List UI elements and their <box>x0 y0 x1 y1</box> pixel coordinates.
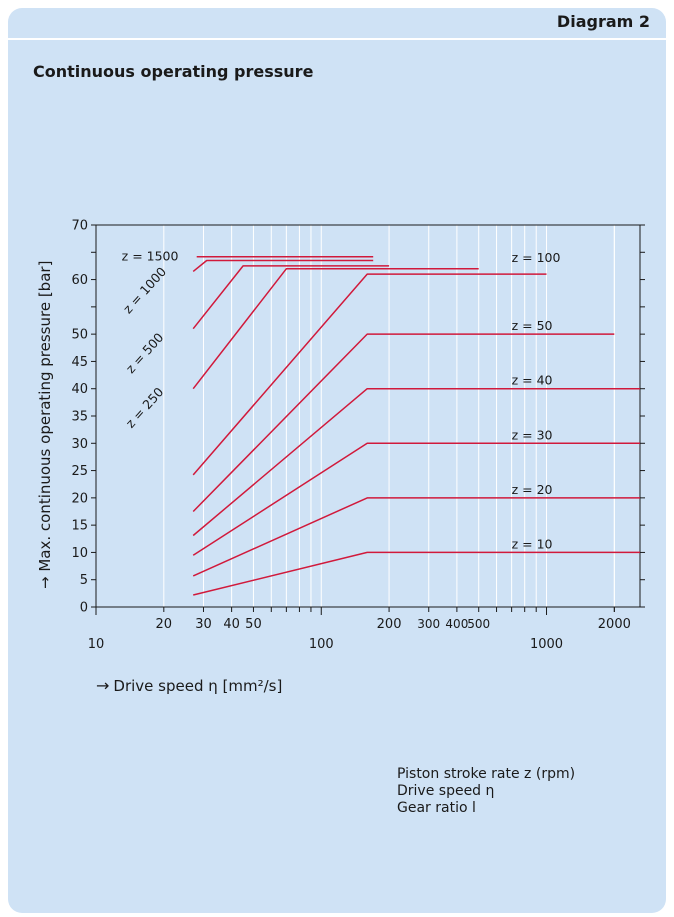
x-tick-label: 500 <box>467 617 490 631</box>
curve-annotation: z = 40 <box>512 373 553 388</box>
y-tick-label: 30 <box>71 437 88 452</box>
x-tick-label: 200 <box>377 617 402 632</box>
series-line <box>192 497 640 577</box>
y-tick-label: 50 <box>71 328 88 343</box>
series-line <box>192 267 479 390</box>
y-tick-label: 45 <box>71 355 88 370</box>
curve-annotation: z = 10 <box>512 536 553 551</box>
page-title: Continuous operating pressure <box>33 62 314 81</box>
y-tick-label: 15 <box>71 519 88 534</box>
series-line <box>192 273 547 476</box>
x-tick-label: 40 <box>223 617 240 632</box>
legend-line: Gear ratio l <box>397 800 476 816</box>
series-line <box>192 387 640 537</box>
series-line <box>193 551 640 596</box>
y-tick-label: 40 <box>71 382 88 397</box>
y-axis-title: → Max. continuous operating pressure [ba… <box>36 261 54 589</box>
diagram-panel <box>8 8 666 913</box>
header-divider <box>8 38 666 40</box>
y-tick-label: 35 <box>71 410 88 425</box>
y-tick-label: 20 <box>71 491 88 506</box>
curve-annotation: z = 500 <box>123 330 167 376</box>
arrow-right-icon: → <box>96 676 110 695</box>
x-axis-title: → Drive speed η [mm²/s] <box>96 676 282 695</box>
legend: Piston stroke rate z (rpm) Drive speed η… <box>397 766 575 817</box>
x-tick-label: 50 <box>245 617 262 632</box>
x-tick-label: 100 <box>309 637 334 652</box>
y-tick-label: 25 <box>71 464 88 479</box>
curve-annotation: z = 250 <box>123 384 167 430</box>
series-line <box>192 333 615 513</box>
x-tick-label: 1000 <box>530 637 563 652</box>
x-tick-label: 400 <box>445 617 468 631</box>
curve-annotation: z = 50 <box>512 318 553 333</box>
series-line <box>192 265 390 330</box>
curve-annotation: z = 1000 <box>120 264 169 316</box>
x-axis-label: Drive speed η [mm²/s] <box>113 677 283 695</box>
y-tick-label: 60 <box>71 273 88 288</box>
legend-line: Piston stroke rate z (rpm) <box>397 766 576 782</box>
curve-annotation: z = 30 <box>512 427 553 442</box>
legend-line: Drive speed η <box>397 783 495 799</box>
curve-annotation: z = 1500 <box>122 249 179 264</box>
x-tick-label: 300 <box>417 617 440 631</box>
x-tick-label: 20 <box>156 617 173 632</box>
y-tick-label: 70 <box>71 219 88 234</box>
x-tick-label: 2000 <box>598 617 631 632</box>
x-tick-label: 10 <box>88 637 105 652</box>
series-line <box>192 442 640 556</box>
y-tick-label: 0 <box>80 601 88 616</box>
y-tick-label: 5 <box>80 573 88 588</box>
curve-annotation: z = 100 <box>512 250 561 265</box>
y-tick-label: 10 <box>71 546 88 561</box>
series-line <box>192 259 374 272</box>
diagram-badge: Diagram 2 <box>556 12 650 31</box>
x-tick-label: 30 <box>195 617 212 632</box>
curve-annotation: z = 20 <box>512 482 553 497</box>
